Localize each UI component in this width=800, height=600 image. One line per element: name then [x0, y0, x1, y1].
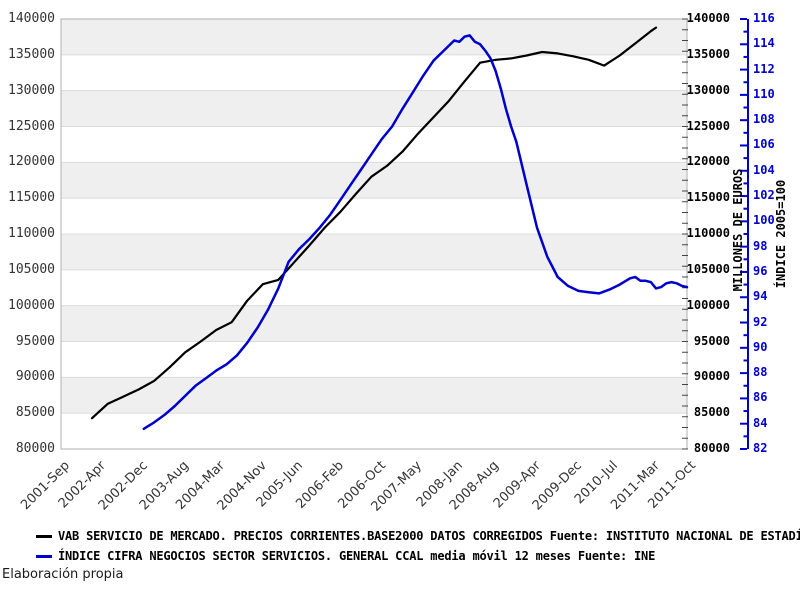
y-right-index-tick-label: 92 [753, 314, 768, 329]
plot-band [61, 377, 687, 414]
y-right-index-tick-label: 86 [753, 390, 768, 405]
y-right-index-tick-label: 108 [753, 112, 775, 127]
y-left-tick-label: 90000 [15, 369, 55, 385]
legend-label: ÍNDICE CIFRA NEGOCIOS SECTOR SERVICIOS. … [58, 549, 656, 563]
plot-band [61, 19, 687, 55]
y-right-index-tick-label: 106 [753, 137, 775, 152]
y-left-tick-label: 125000 [8, 118, 55, 134]
plot-band [61, 162, 687, 199]
y-right-index-tick-label: 84 [753, 415, 768, 430]
y-right-euros-tick-label: 130000 [686, 82, 730, 97]
y-right-euros-tick-label: 80000 [693, 441, 730, 455]
y-right-index-tick-label: 112 [753, 61, 775, 76]
y-left-tick-label: 140000 [8, 11, 55, 26]
y-right-index-tick-label: 88 [753, 365, 768, 380]
legend-item-vab: VAB SERVICIO DE MERCADO. PRECIOS CORRIEN… [36, 526, 800, 546]
y-right-index-tick-label: 82 [753, 441, 768, 455]
y-right-index-tick-label: 104 [753, 162, 775, 177]
series-line-vab [90, 26, 658, 420]
plot-band [61, 305, 687, 342]
y-left-tick-label: 120000 [8, 154, 55, 170]
y-right-euros-tick-label: 140000 [686, 11, 730, 25]
legend-line-sample [36, 554, 52, 558]
legend-label: VAB SERVICIO DE MERCADO. PRECIOS CORRIEN… [58, 529, 800, 543]
y-left-tick-label: 110000 [8, 226, 55, 241]
y-right-euros-tick-label: 90000 [693, 369, 730, 384]
y-right-index-tick-label: 110 [753, 86, 775, 101]
series-line-indice [142, 34, 689, 431]
y-right-euros-tick-label: 85000 [693, 405, 730, 420]
y-axis-title-euros: MILLONES DE EUROS [731, 168, 745, 292]
y-left-tick-label: 130000 [8, 82, 55, 98]
y-right-euros-tick-label: 125000 [686, 118, 730, 133]
y-right-index-tick-label: 98 [753, 238, 768, 253]
y-left-tick-label: 85000 [15, 405, 55, 421]
y-axis-title-index: ÍNDICE 2005=100 [774, 179, 788, 289]
y-left-tick-label: 95000 [15, 333, 55, 349]
y-right-euros-tick-label: 115000 [686, 190, 730, 205]
y-right-euros-tick-label: 95000 [693, 333, 730, 348]
y-right-index-tick-label: 90 [753, 339, 768, 354]
y-left-tick-label: 105000 [8, 261, 55, 277]
y-left-tick-label: 135000 [8, 46, 55, 62]
y-left-tick-label: 115000 [8, 190, 55, 206]
plot-band [61, 234, 687, 270]
y-right-index-tick-label: 100 [753, 213, 775, 228]
legend-item-indice: ÍNDICE CIFRA NEGOCIOS SECTOR SERVICIOS. … [36, 546, 800, 566]
plot-band [61, 90, 687, 127]
y-right-index-tick-label: 102 [753, 188, 775, 203]
y-right-euros-tick-label: 135000 [686, 46, 730, 61]
legend: VAB SERVICIO DE MERCADO. PRECIOS CORRIEN… [36, 526, 800, 566]
plot-area [60, 18, 749, 450]
y-right-index-tick-label: 94 [753, 289, 768, 304]
y-right-euros-tick-label: 105000 [686, 261, 730, 276]
y-right-index-tick-label: 114 [753, 36, 775, 51]
y-right-euros-tick-label: 120000 [686, 154, 730, 169]
y-right-index-tick-label: 116 [753, 11, 775, 25]
y-left-tick-label: 80000 [15, 441, 55, 456]
legend-line-sample [36, 534, 52, 538]
y-right-euros-tick-label: 110000 [686, 226, 730, 240]
y-right-index-tick-label: 96 [753, 263, 768, 278]
y-right-euros-tick-label: 100000 [686, 297, 730, 312]
footer-note: Elaboración propia [2, 567, 124, 582]
y-left-tick-label: 100000 [8, 297, 55, 313]
